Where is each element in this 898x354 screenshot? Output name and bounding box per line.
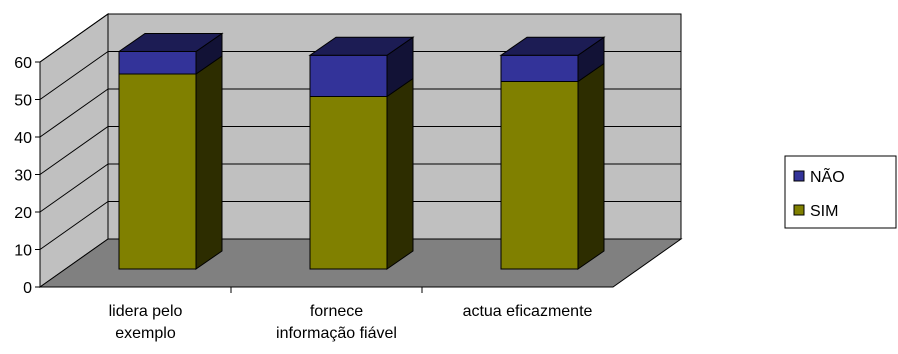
legend-swatch-não — [793, 170, 805, 182]
bar-sim-side-0 — [195, 55, 223, 270]
bar-não-top-0 — [117, 33, 224, 52]
gridline-side — [39, 13, 109, 63]
gridline-side — [39, 201, 109, 250]
bar-não-front-0 — [118, 51, 197, 75]
y-tick-label: 0 — [23, 280, 32, 297]
y-tick-label: 30 — [14, 168, 32, 185]
category-label-2: actua eficazmente — [463, 303, 593, 320]
bar-sim-front-2 — [500, 81, 579, 270]
category-label-line: fornece — [310, 303, 363, 320]
y-tick-label: 10 — [14, 243, 32, 260]
legend-box — [784, 155, 897, 229]
legend-label-sim: SIM — [810, 203, 838, 220]
bar-sim-front-0 — [118, 73, 197, 270]
y-tick-label: 50 — [14, 93, 32, 110]
y-tick-label: 40 — [14, 130, 32, 147]
category-label-line: exemplo — [115, 325, 176, 342]
bar-sim-side-2 — [577, 62, 605, 270]
gridline-side — [39, 126, 109, 175]
bar-não-top-2 — [499, 36, 606, 56]
bar-não-front-2 — [500, 54, 579, 82]
y-tick-label: 20 — [14, 205, 32, 222]
gridline-side — [39, 88, 109, 138]
bar-não-front-1 — [309, 54, 388, 97]
category-label-line: actua eficazmente — [463, 303, 593, 320]
gridline-side — [39, 163, 109, 213]
bar-sim-side-1 — [386, 77, 414, 270]
legend-swatch-sim — [793, 204, 805, 216]
y-tick-label: 60 — [14, 55, 32, 72]
bar-sim-front-1 — [309, 96, 388, 270]
legend-label-não: NÃO — [810, 166, 845, 186]
category-label-0: lidera pelo exemplo — [109, 303, 183, 342]
gridline-side — [39, 51, 109, 100]
category-label-line: informação fiável — [276, 325, 397, 342]
bar-não-top-1 — [308, 36, 415, 56]
category-label-1: fornece informação fiável — [276, 303, 397, 342]
category-label-line: lidera pelo — [109, 303, 183, 320]
